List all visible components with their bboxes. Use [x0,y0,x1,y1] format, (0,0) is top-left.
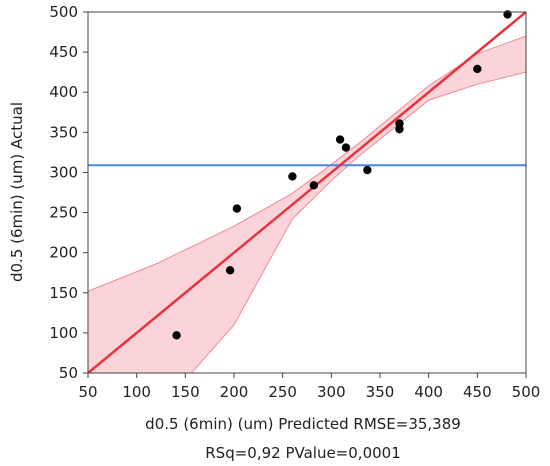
y-tick-label: 150 [49,284,78,302]
y-tick-label: 50 [59,364,78,382]
fit-line [88,12,526,373]
x-tick-label: 250 [268,383,297,401]
x-tick-label: 350 [366,383,395,401]
x-axis-label: d0.5 (6min) (um) Predicted RMSE=35,389 [145,415,461,433]
y-tick-label: 200 [49,244,78,262]
x-tick-label: 400 [414,383,443,401]
data-point [172,331,181,340]
data-point [503,10,512,19]
x-tick-label: 150 [171,383,200,401]
y-tick-label: 450 [49,43,78,61]
y-tick-label: 250 [49,204,78,222]
data-point [395,124,404,134]
x-tick-label: 50 [78,383,97,401]
confidence-band-lower [190,71,526,373]
data-point [309,181,319,190]
x-axis-stats-label: RSq=0,92 PValue=0,0001 [205,444,401,462]
x-tick-label: 100 [122,383,151,401]
data-point [473,64,482,74]
data-point [232,204,242,213]
data-point [341,143,351,152]
x-tick-label: 500 [512,383,541,401]
x-tick-label: 450 [463,383,492,401]
y-tick-label: 400 [49,83,78,101]
y-tick-label: 350 [49,123,78,141]
data-point [225,266,235,275]
data-point [288,172,297,181]
y-tick-label: 300 [49,163,78,181]
y-tick-label: 100 [49,324,78,342]
x-tick-label: 200 [220,383,249,401]
data-point [363,165,372,175]
x-tick-label: 300 [317,383,346,401]
y-tick-label: 500 [49,3,78,21]
y-axis-label: d0.5 (6min) (um) Actual [8,102,26,282]
data-point [335,135,345,144]
plot-frame [87,11,527,374]
confidence-band [88,36,526,373]
